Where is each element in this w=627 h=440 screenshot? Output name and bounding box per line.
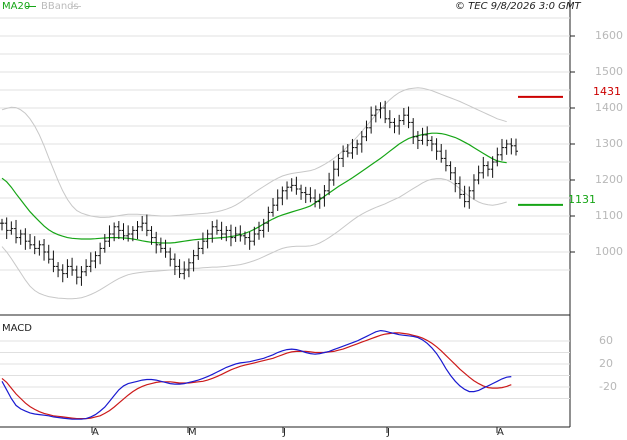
macd-tick: 20 xyxy=(599,357,613,370)
x-axis-ticks xyxy=(91,427,498,433)
bbands-legend: BBands xyxy=(41,1,79,12)
copyright-timestamp: © TEC 9/8/2026 3:0 GMT xyxy=(455,1,581,12)
bb-upper-line xyxy=(1,87,507,218)
price-tick: 1000 xyxy=(595,245,623,258)
support-level-label: 1131 xyxy=(568,193,596,206)
macd-line xyxy=(1,329,512,420)
bollinger-bands xyxy=(1,87,507,300)
macd-title: MACD xyxy=(2,323,32,334)
ma20-line xyxy=(1,132,507,244)
macd-tick: -20 xyxy=(599,380,617,393)
x-tick-label: J xyxy=(387,427,390,438)
x-tick-label: J xyxy=(283,427,286,438)
price-tick: 1400 xyxy=(595,101,623,114)
price-gridlines xyxy=(0,17,575,271)
macd-gridlines xyxy=(0,340,570,399)
price-bars xyxy=(0,100,518,286)
resistance-level-label: 1431 xyxy=(593,85,621,98)
ma20-path xyxy=(1,132,507,244)
x-tick-label: A xyxy=(497,427,504,438)
price-tick: 1300 xyxy=(595,137,623,150)
level-lines xyxy=(518,95,563,206)
bb-lower-line xyxy=(1,178,507,300)
ma20-legend: MA20 xyxy=(2,1,31,12)
bbands-legend-swatch xyxy=(71,6,81,7)
price-tick: 1200 xyxy=(595,173,623,186)
price-tick: 1100 xyxy=(595,209,623,222)
macd-tick: 60 xyxy=(599,334,613,347)
macd-lines xyxy=(1,329,512,420)
ma20-legend-swatch xyxy=(26,6,36,7)
x-tick-label: A xyxy=(92,427,99,438)
x-tick-label: M xyxy=(188,427,197,438)
price-tick: 1600 xyxy=(595,29,623,42)
price-tick: 1500 xyxy=(595,65,623,78)
